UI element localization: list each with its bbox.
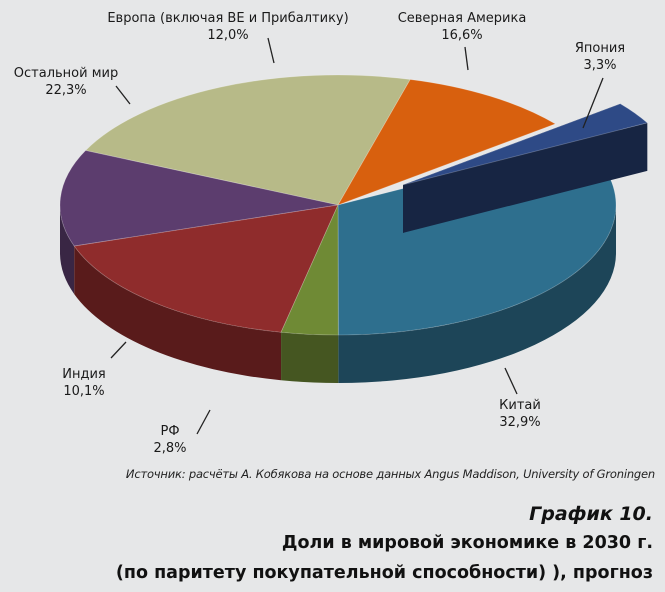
chart-subtitle: (по паритету покупательной способности) … bbox=[115, 563, 653, 583]
slice-label: Япония bbox=[575, 41, 625, 56]
slice-label: Северная Америка bbox=[398, 11, 527, 26]
slice-value-label: 16,6% bbox=[441, 28, 482, 43]
leader-line bbox=[267, 37, 275, 64]
chart-number: График 10. bbox=[529, 503, 653, 525]
pie-slice bbox=[84, 74, 411, 206]
leader-line bbox=[196, 409, 211, 435]
pie-slice bbox=[402, 103, 649, 233]
slice-value-label: 12,0% bbox=[207, 28, 248, 43]
pie-slice bbox=[59, 150, 339, 295]
pie-slice bbox=[280, 204, 339, 383]
leader-line bbox=[582, 77, 604, 129]
chart-title: Доли в мировой экономике в 2030 г. bbox=[281, 533, 653, 553]
leader-line bbox=[504, 367, 518, 395]
slice-label: Остальной мир bbox=[14, 66, 118, 81]
slice-label: Китай bbox=[499, 398, 541, 413]
slice-label: Европа (включая ВЕ и Прибалтику) bbox=[107, 11, 348, 26]
slice-value-label: 2,8% bbox=[153, 441, 186, 456]
leader-line bbox=[115, 85, 131, 105]
slice-label: Индия bbox=[62, 367, 105, 382]
pie-slice bbox=[337, 79, 557, 206]
slice-value-label: 32,9% bbox=[499, 415, 540, 430]
slice-value-label: 22,3% bbox=[45, 83, 86, 98]
pie-chart: Китай 32,9% Япония 3,3% Северная Америка 16,6… bbox=[14, 11, 649, 456]
source-note: Источник: расчёты А. Кобякова на основе … bbox=[125, 467, 655, 481]
pie-slice bbox=[73, 204, 339, 381]
leader-line bbox=[110, 341, 127, 359]
slice-value-label: 10,1% bbox=[63, 384, 104, 399]
leader-line bbox=[464, 46, 469, 71]
slice-value-label: 3,3% bbox=[583, 58, 616, 73]
slice-label: РФ bbox=[160, 424, 179, 439]
